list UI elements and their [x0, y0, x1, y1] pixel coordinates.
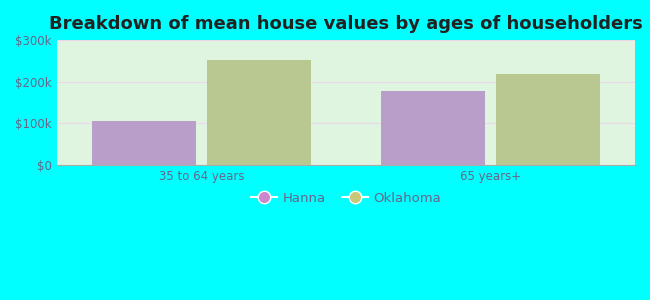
Legend: Hanna, Oklahoma: Hanna, Oklahoma	[246, 187, 447, 210]
Bar	[207, 60, 311, 165]
Bar	[497, 74, 601, 165]
Bar	[381, 91, 485, 165]
Title: Breakdown of mean house values by ages of householders: Breakdown of mean house values by ages o…	[49, 15, 643, 33]
Bar	[92, 121, 196, 165]
